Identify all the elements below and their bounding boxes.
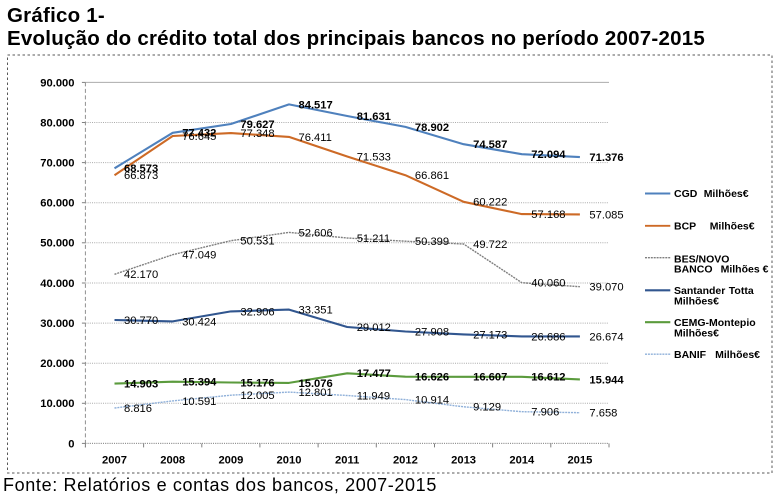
svg-text:26.674: 26.674 [589, 331, 623, 343]
svg-text:Milhões€: Milhões€ [704, 188, 749, 200]
svg-text:42.170: 42.170 [124, 269, 158, 281]
svg-text:Milhões€: Milhões€ [710, 221, 755, 233]
svg-text:15.394: 15.394 [182, 377, 217, 389]
svg-text:14.903: 14.903 [124, 379, 158, 391]
svg-text:12.005: 12.005 [240, 390, 274, 402]
svg-text:57.085: 57.085 [589, 209, 623, 221]
svg-text:77.348: 77.348 [240, 128, 274, 140]
svg-text:76.645: 76.645 [182, 131, 216, 143]
svg-text:30.424: 30.424 [182, 316, 216, 328]
svg-text:7.658: 7.658 [589, 408, 617, 420]
svg-text:Totta: Totta [729, 285, 754, 297]
svg-text:90.000: 90.000 [40, 77, 74, 89]
svg-text:16.612: 16.612 [531, 372, 565, 384]
svg-text:71.376: 71.376 [589, 152, 623, 164]
svg-text:8.816: 8.816 [124, 403, 152, 415]
svg-text:0: 0 [68, 438, 74, 450]
svg-text:2013: 2013 [451, 455, 476, 467]
svg-text:30.000: 30.000 [40, 318, 74, 330]
svg-text:84.517: 84.517 [299, 99, 333, 111]
svg-text:CGD: CGD [674, 188, 698, 200]
svg-text:60.222: 60.222 [473, 197, 507, 209]
svg-text:15.944: 15.944 [589, 374, 624, 386]
svg-text:2010: 2010 [277, 455, 302, 467]
svg-text:40.000: 40.000 [40, 278, 74, 290]
svg-text:2008: 2008 [160, 455, 185, 467]
svg-text:2015: 2015 [567, 455, 592, 467]
svg-text:49.722: 49.722 [473, 239, 507, 251]
svg-text:10.591: 10.591 [182, 396, 216, 408]
svg-text:50.531: 50.531 [240, 236, 274, 248]
svg-text:50.399: 50.399 [415, 236, 449, 248]
svg-text:Milhões €: Milhões € [721, 264, 769, 276]
svg-text:79.627: 79.627 [240, 119, 274, 131]
svg-text:66.873: 66.873 [124, 170, 158, 182]
svg-text:20.000: 20.000 [40, 358, 74, 370]
svg-text:BCP: BCP [674, 221, 696, 233]
svg-text:2009: 2009 [218, 455, 243, 467]
svg-text:2012: 2012 [393, 455, 418, 467]
svg-text:80.000: 80.000 [40, 117, 74, 129]
svg-text:33.351: 33.351 [299, 305, 333, 317]
svg-text:68.573: 68.573 [124, 163, 158, 175]
svg-text:27.908: 27.908 [415, 326, 449, 338]
svg-text:CEMG-Montepio: CEMG-Montepio [674, 317, 756, 329]
svg-text:27.173: 27.173 [473, 329, 507, 341]
svg-text:57.168: 57.168 [531, 209, 565, 221]
svg-text:32.906: 32.906 [240, 306, 274, 318]
svg-text:76.411: 76.411 [299, 132, 332, 144]
svg-text:BANIF: BANIF [674, 349, 707, 361]
svg-text:16.626: 16.626 [415, 372, 449, 384]
svg-text:10.000: 10.000 [40, 398, 74, 410]
svg-text:77.432: 77.432 [182, 128, 216, 140]
svg-text:70.000: 70.000 [40, 158, 74, 170]
svg-text:BANCO: BANCO [674, 264, 713, 276]
svg-text:2014: 2014 [509, 455, 535, 467]
svg-text:12.801: 12.801 [299, 387, 333, 399]
svg-text:2011: 2011 [335, 455, 359, 467]
svg-text:74.587: 74.587 [473, 139, 507, 151]
svg-text:50.000: 50.000 [40, 238, 74, 250]
svg-text:BES/NOVO: BES/NOVO [674, 253, 729, 265]
svg-text:66.861: 66.861 [415, 170, 449, 182]
svg-text:16.607: 16.607 [473, 372, 507, 384]
svg-text:26.686: 26.686 [531, 331, 565, 343]
svg-text:81.631: 81.631 [357, 111, 391, 123]
svg-text:7.906: 7.906 [531, 407, 559, 419]
svg-text:47.049: 47.049 [182, 250, 216, 262]
svg-text:71.533: 71.533 [357, 151, 391, 163]
svg-text:40.060: 40.060 [531, 278, 565, 290]
svg-text:2007: 2007 [102, 455, 127, 467]
svg-text:17.477: 17.477 [357, 368, 391, 380]
svg-text:51.211: 51.211 [357, 233, 390, 245]
svg-text:15.076: 15.076 [299, 378, 333, 390]
svg-text:60.000: 60.000 [40, 198, 74, 210]
svg-text:29.012: 29.012 [357, 322, 391, 334]
svg-text:11.949: 11.949 [357, 390, 390, 402]
svg-text:9.129: 9.129 [473, 402, 501, 414]
svg-text:72.094: 72.094 [531, 149, 566, 161]
svg-text:Milhões€: Milhões€ [674, 295, 719, 307]
svg-text:39.070: 39.070 [589, 282, 623, 294]
svg-text:Milhões€: Milhões€ [715, 349, 760, 361]
svg-text:78.902: 78.902 [415, 122, 449, 134]
svg-text:Milhões€: Milhões€ [674, 328, 719, 340]
svg-text:15.176: 15.176 [240, 377, 274, 389]
svg-text:10.914: 10.914 [415, 395, 449, 407]
svg-text:30.770: 30.770 [124, 315, 158, 327]
svg-text:Santander: Santander [674, 285, 725, 297]
svg-text:52.606: 52.606 [299, 227, 333, 239]
